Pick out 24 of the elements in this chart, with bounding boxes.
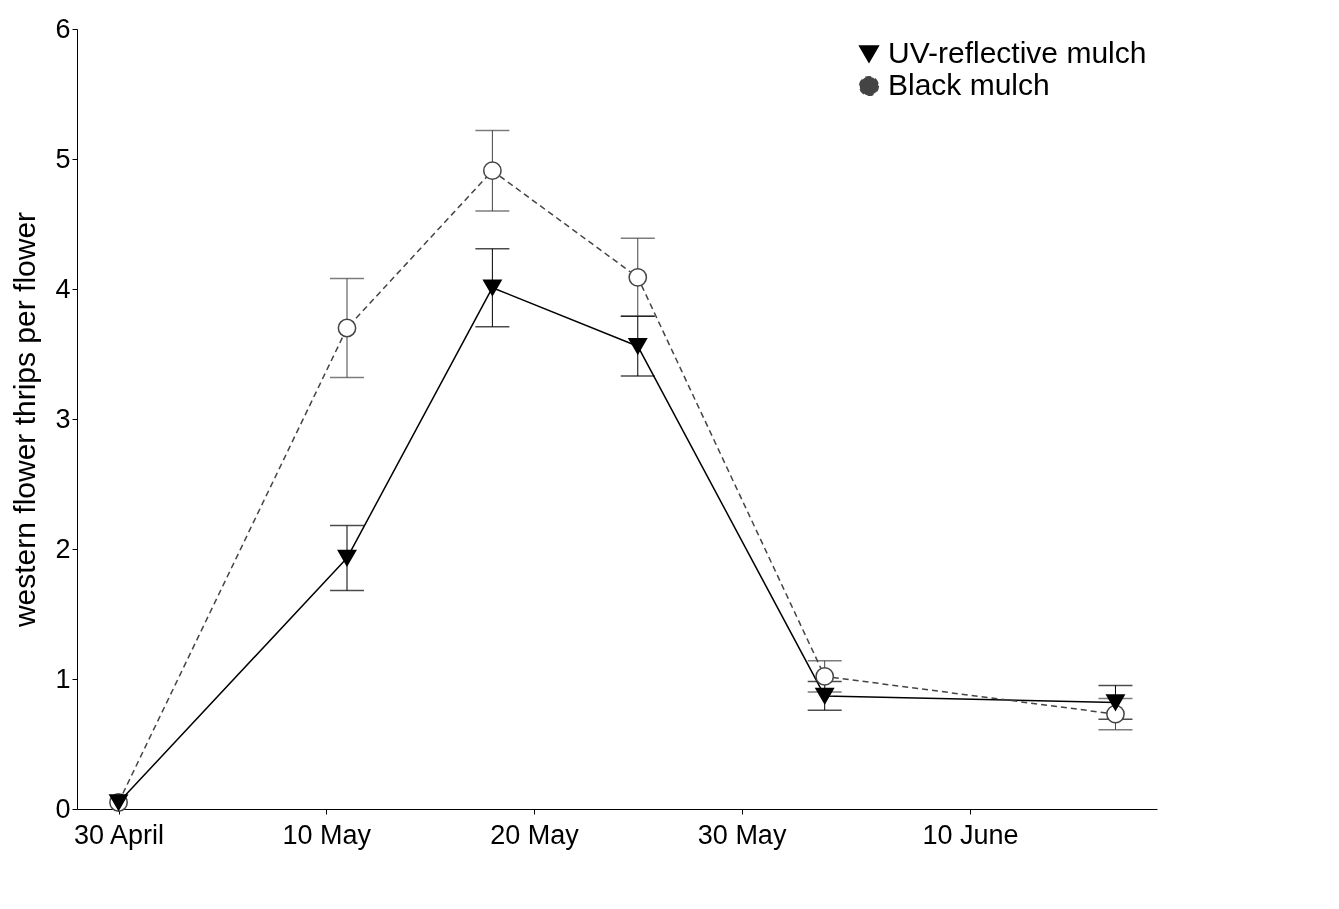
point [628,267,648,287]
x-tick-label: 10 June [922,819,1019,850]
y-tick-label: 2 [55,533,71,564]
point [482,279,502,296]
y-tick-label: 6 [55,13,71,44]
legend-label: Black mulch [888,68,1050,101]
x-tick-label: 30 May [697,819,787,850]
point [1106,694,1125,711]
y-tick-label: 0 [55,793,71,824]
point [482,161,502,181]
x-tick-label: 30 April [74,819,165,850]
point [815,687,835,705]
y-axis-title: western flower thrips per flower [8,211,42,629]
y-tick-label: 3 [55,403,71,434]
point [337,549,357,567]
x-tick-label: 20 May [490,819,580,850]
y-tick-label: 1 [55,663,71,694]
point [628,337,648,355]
legend-label: UV-reflective mulch [888,36,1147,69]
y-tick-label: 5 [55,143,71,174]
point [337,318,357,338]
x-tick-label: 10 May [282,819,372,850]
point [815,667,835,686]
y-tick-label: 4 [55,273,71,304]
